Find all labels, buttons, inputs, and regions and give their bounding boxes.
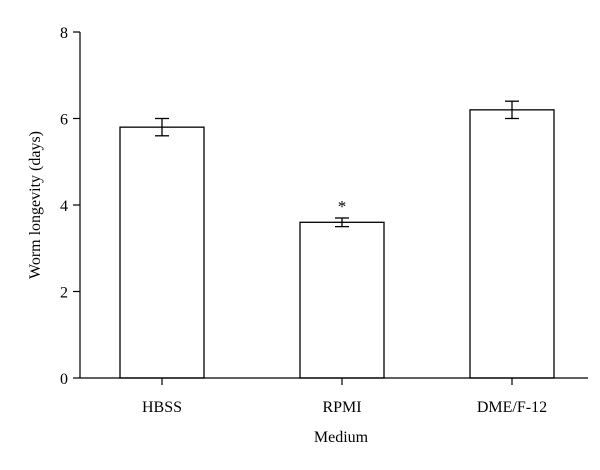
x-tick-label: HBSS [142, 399, 182, 416]
bar-dme-f-12 [469, 109, 555, 379]
y-tick-label: 2 [60, 285, 68, 302]
annotations-group: * [338, 197, 347, 216]
bar-hbss [119, 126, 205, 379]
x-axis-title: Medium [314, 429, 369, 446]
x-tick-label: RPMI [322, 399, 361, 416]
y-tick-label: 6 [60, 112, 68, 129]
y-tick-label: 8 [60, 25, 68, 42]
y-ticks-group: 0 2 4 6 8 [60, 25, 80, 388]
error-bars-group [155, 100, 519, 228]
y-tick-label: 0 [60, 371, 68, 388]
y-axis-title: Worm longevity (days) [27, 131, 44, 279]
significance-marker: * [338, 197, 347, 216]
x-ticks-group: HBSS RPMI DME/F-12 [142, 378, 547, 416]
x-tick-label: DME/F-12 [477, 399, 547, 416]
bar-rpmi [299, 221, 385, 379]
y-tick-label: 4 [60, 198, 68, 215]
bars-group [119, 109, 555, 379]
